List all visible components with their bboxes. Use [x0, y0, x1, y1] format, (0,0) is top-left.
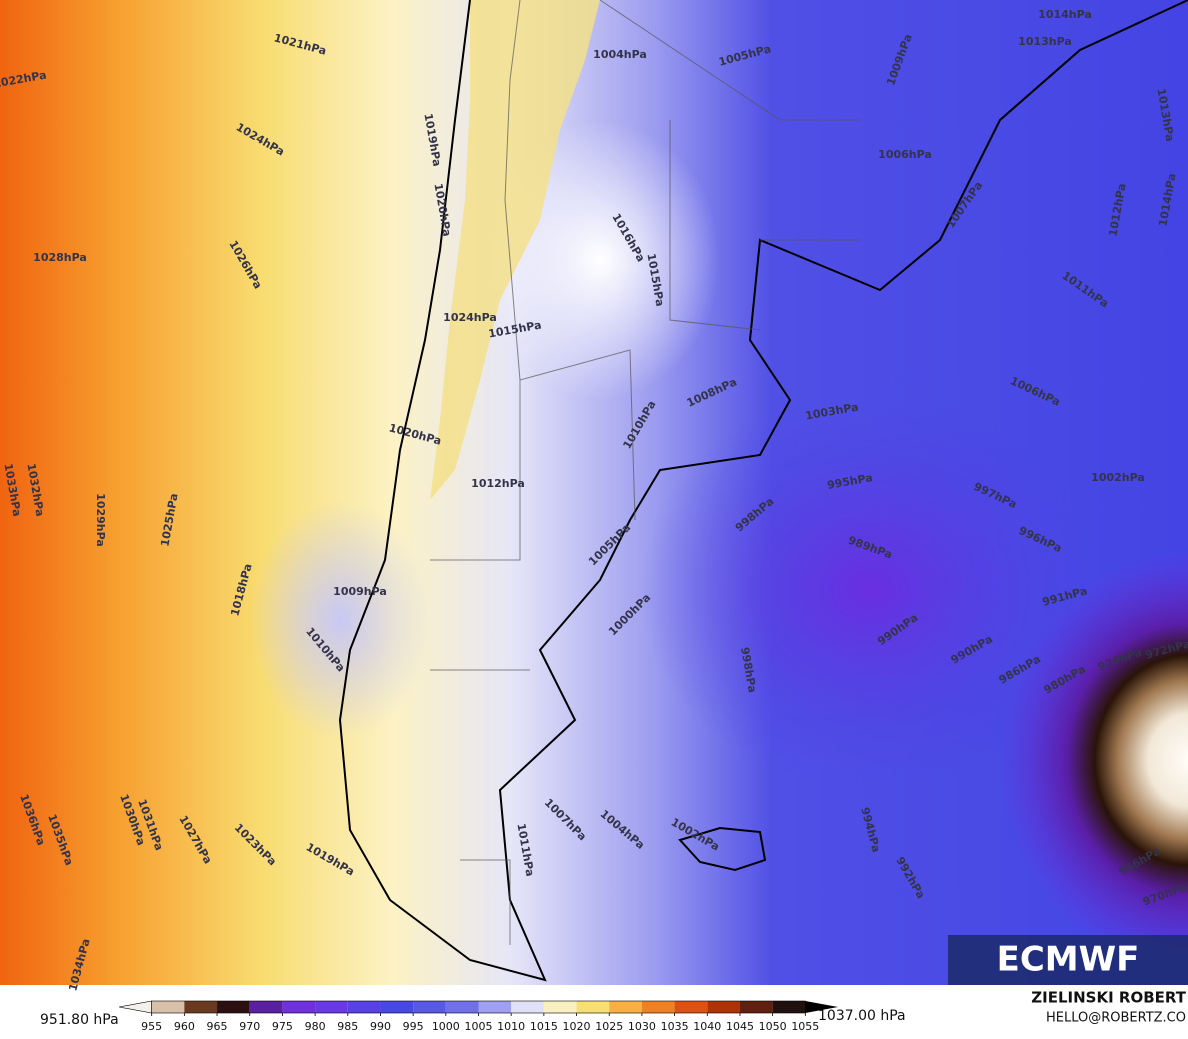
- colorbar-tick-label: 1055: [791, 1020, 819, 1033]
- colorbar-segment: [282, 1001, 316, 1013]
- colorbar-segment: [445, 1001, 479, 1013]
- colorbar-segment: [184, 1001, 218, 1013]
- logo-box: [948, 935, 1188, 985]
- colorbar-segment: [543, 1001, 577, 1013]
- colorbar-segment: [413, 1001, 446, 1013]
- islands: [678, 826, 767, 872]
- colorbar-arrow: [805, 1001, 838, 1013]
- colorbar-min-label: 951.80 hPa: [40, 1012, 119, 1028]
- isobar-label: 1028hPa: [33, 251, 87, 264]
- colorbar-segment: [151, 1001, 185, 1013]
- colorbar-tick-label: 960: [174, 1020, 195, 1033]
- isobar-label: 1013hPa: [1018, 35, 1072, 48]
- colorbar-tick-label: 975: [272, 1020, 293, 1033]
- colorbar-tick-label: 1020: [563, 1020, 591, 1033]
- colorbar-segment: [217, 1001, 250, 1013]
- colorbar-segment: [609, 1001, 642, 1013]
- colorbar-segment: [641, 1001, 675, 1013]
- deep-low-center: [1000, 550, 1188, 970]
- low-pressure-area: [250, 500, 430, 740]
- isobar-label: 1014hPa: [1038, 8, 1092, 21]
- isobar-label: 1009hPa: [333, 585, 387, 598]
- colorbar-tick-label: 970: [239, 1020, 260, 1033]
- colorbar-tick-label: 980: [305, 1020, 326, 1033]
- colorbar-tick-label: 1050: [759, 1020, 787, 1033]
- logo: ECMWF: [997, 940, 1140, 980]
- andes-highland: [430, 0, 600, 500]
- colorbar-tick-label: 1035: [661, 1020, 689, 1033]
- coastline: [338, 0, 1188, 982]
- colorbar-segment: [380, 1001, 414, 1013]
- credit-contact: HELLO@ROBERTZ.CO: [1046, 1011, 1186, 1026]
- colorbar-segment: [674, 1001, 708, 1013]
- borders: [430, 0, 860, 945]
- colorbar-tick-label: 985: [337, 1020, 358, 1033]
- colorbar-segment: [511, 1001, 544, 1013]
- isobar-label: 1006hPa: [878, 148, 932, 161]
- colorbar: 951.80 hPa 1037.00 hPa 955 960 965 970 975 98…: [40, 1000, 906, 1033]
- colorbar-tick-label: 1000: [432, 1020, 460, 1033]
- credit-author: ZIELINSKI ROBERT: [1031, 989, 1186, 1007]
- isobar-label: 1029hPa: [94, 493, 107, 547]
- isobar-label: 1024hPa: [443, 311, 497, 324]
- colorbar-tick-label: 990: [370, 1020, 391, 1033]
- colorbar-tick-label: 1025: [595, 1020, 623, 1033]
- colorbar-tick-label: 965: [207, 1020, 228, 1033]
- colorbar-tick-label: 1005: [465, 1020, 493, 1033]
- colorbar-segment: [249, 1001, 283, 1013]
- colorbar-max-label: 1037.00 hPa: [818, 1008, 906, 1024]
- colorbar-segment: [707, 1001, 740, 1013]
- colorbar-segment: [347, 1001, 381, 1013]
- colorbar-tick-label: 1040: [693, 1020, 721, 1033]
- colorbar-tick-label: 955: [141, 1020, 162, 1033]
- colorbar-frame: [151, 1000, 806, 1014]
- colorbar-tick-label: 1045: [726, 1020, 754, 1033]
- colorbar-tick-label: 995: [403, 1020, 424, 1033]
- isobar-label: 1012hPa: [471, 477, 525, 490]
- colorbar-tick-label: 1010: [497, 1020, 525, 1033]
- colorbar-segment: [576, 1001, 610, 1013]
- colorbar-segment: [478, 1001, 512, 1013]
- isobar-label: 1004hPa: [593, 48, 647, 61]
- colorbar-arrow: [118, 1000, 152, 1014]
- low-pressure-center: [640, 390, 1100, 790]
- colorbar-segment: [772, 1001, 806, 1013]
- colorbar-tick-label: 1030: [628, 1020, 656, 1033]
- colorbar-segment: [315, 1001, 348, 1013]
- colorbar-segment: [739, 1001, 773, 1013]
- isobar-label: 1002hPa: [1091, 471, 1145, 484]
- colorbar-tick-label: 1015: [530, 1020, 558, 1033]
